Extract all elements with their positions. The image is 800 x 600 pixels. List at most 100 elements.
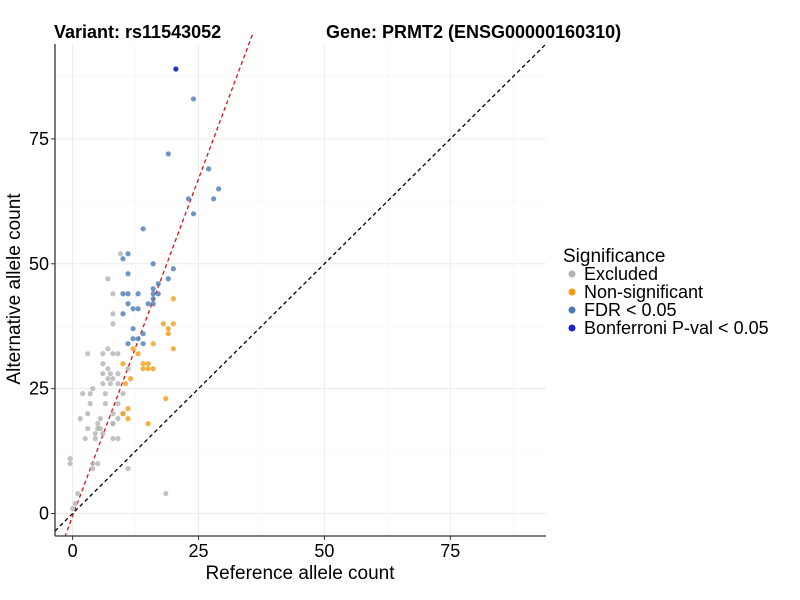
data-point-fdr <box>130 306 136 312</box>
data-point-excluded <box>97 426 103 432</box>
data-point-excluded <box>125 465 131 472</box>
data-point-nonsig <box>165 331 171 337</box>
data-point-excluded <box>85 351 91 357</box>
data-point-excluded <box>107 371 113 377</box>
data-point-nonsig <box>135 351 141 357</box>
data-point-fdr <box>150 286 156 292</box>
data-point-fdr <box>185 196 192 202</box>
data-point-fdr <box>140 341 146 347</box>
data-point-excluded <box>100 351 106 357</box>
data-point-excluded <box>70 505 76 512</box>
data-point-excluded <box>80 391 86 397</box>
data-point-fdr <box>120 256 126 262</box>
data-point-nonsig <box>163 396 169 402</box>
x-tick-label: 0 <box>68 541 78 561</box>
data-point-nonsig <box>150 341 156 347</box>
data-point-excluded <box>90 386 96 392</box>
data-point-fdr <box>155 291 161 297</box>
data-point-fdr <box>155 281 161 287</box>
x-tick-label: 75 <box>440 541 460 561</box>
legend-key-excluded <box>568 270 576 278</box>
data-point-excluded <box>90 465 96 472</box>
data-point-fdr <box>130 326 136 332</box>
axes <box>51 44 546 540</box>
data-point-fdr <box>190 211 197 217</box>
data-point-excluded <box>100 431 106 437</box>
data-point-excluded <box>95 421 101 427</box>
data-point-nonsig <box>120 361 126 367</box>
data-point-fdr <box>135 291 141 297</box>
y-tick-label: 75 <box>29 129 49 149</box>
data-point-nonsig <box>127 376 134 382</box>
data-point-excluded <box>102 391 108 397</box>
data-point-fdr <box>140 226 146 232</box>
data-point-excluded <box>85 426 91 432</box>
y-tick-label: 50 <box>29 254 49 274</box>
data-point-fdr <box>165 276 171 282</box>
data-point-nonsig <box>140 366 146 372</box>
data-point-fdr <box>150 301 156 307</box>
data-point-excluded <box>92 435 98 442</box>
data-point-excluded <box>115 435 121 442</box>
data-point-fdr <box>170 266 176 272</box>
data-point-excluded <box>82 435 88 442</box>
data-point-excluded <box>117 251 124 257</box>
legend-title: Significance <box>563 246 665 267</box>
data-point-excluded <box>85 411 91 417</box>
data-point-fdr <box>165 151 171 157</box>
data-point-excluded <box>67 455 73 462</box>
data-point-nonsig <box>170 346 176 352</box>
data-point-fdr <box>130 336 136 342</box>
gridlines <box>55 44 546 536</box>
data-point-excluded <box>97 416 103 422</box>
data-point-excluded <box>125 366 131 372</box>
data-point-excluded <box>110 435 116 442</box>
x-axis-label: Reference allele count <box>205 563 395 584</box>
data-point-excluded <box>115 371 121 377</box>
data-point-excluded <box>110 351 116 357</box>
data-point-excluded <box>77 416 83 422</box>
data-point-fdr <box>216 186 222 192</box>
data-point-fdr <box>120 291 126 297</box>
data-point-excluded <box>110 291 116 297</box>
data-point-excluded <box>87 401 93 407</box>
data-point-nonsig <box>122 381 129 387</box>
data-point-fdr <box>150 291 156 297</box>
legend-label-bonf: Bonferroni P-val < 0.05 <box>584 318 769 338</box>
legend-label-nonsig: Non-significant <box>584 282 703 302</box>
legend-key-bonf <box>568 324 576 332</box>
data-point-nonsig <box>150 366 156 372</box>
data-point-excluded <box>110 421 116 427</box>
chart-title-variant: Variant: rs11543052 <box>54 22 221 42</box>
data-point-excluded <box>72 500 78 507</box>
data-point-fdr <box>125 251 131 257</box>
data-point-excluded <box>110 321 116 327</box>
data-point-nonsig <box>120 411 126 417</box>
data-point-fdr <box>205 166 212 172</box>
data-point-bonf <box>173 66 179 72</box>
data-point-fdr <box>190 96 197 102</box>
data-point-excluded <box>110 311 116 317</box>
data-point-nonsig <box>145 361 151 367</box>
data-point-nonsig <box>160 321 166 327</box>
legend-key-fdr <box>568 306 576 314</box>
data-point-excluded <box>115 416 121 422</box>
x-tick-label: 25 <box>189 541 209 561</box>
data-point-nonsig <box>125 416 131 422</box>
data-points <box>67 66 222 512</box>
data-point-excluded <box>75 490 81 497</box>
data-point-fdr <box>125 271 131 277</box>
data-point-nonsig <box>125 406 131 412</box>
data-point-nonsig <box>170 296 176 302</box>
data-point-excluded <box>110 411 116 417</box>
data-point-fdr <box>135 306 141 312</box>
data-point-excluded <box>95 460 101 467</box>
data-point-fdr <box>135 336 141 342</box>
data-point-excluded <box>92 431 98 437</box>
data-point-excluded <box>115 401 121 407</box>
data-point-fdr <box>125 341 131 347</box>
data-point-nonsig <box>165 326 171 332</box>
data-point-excluded <box>115 351 121 357</box>
data-point-excluded <box>90 460 96 467</box>
